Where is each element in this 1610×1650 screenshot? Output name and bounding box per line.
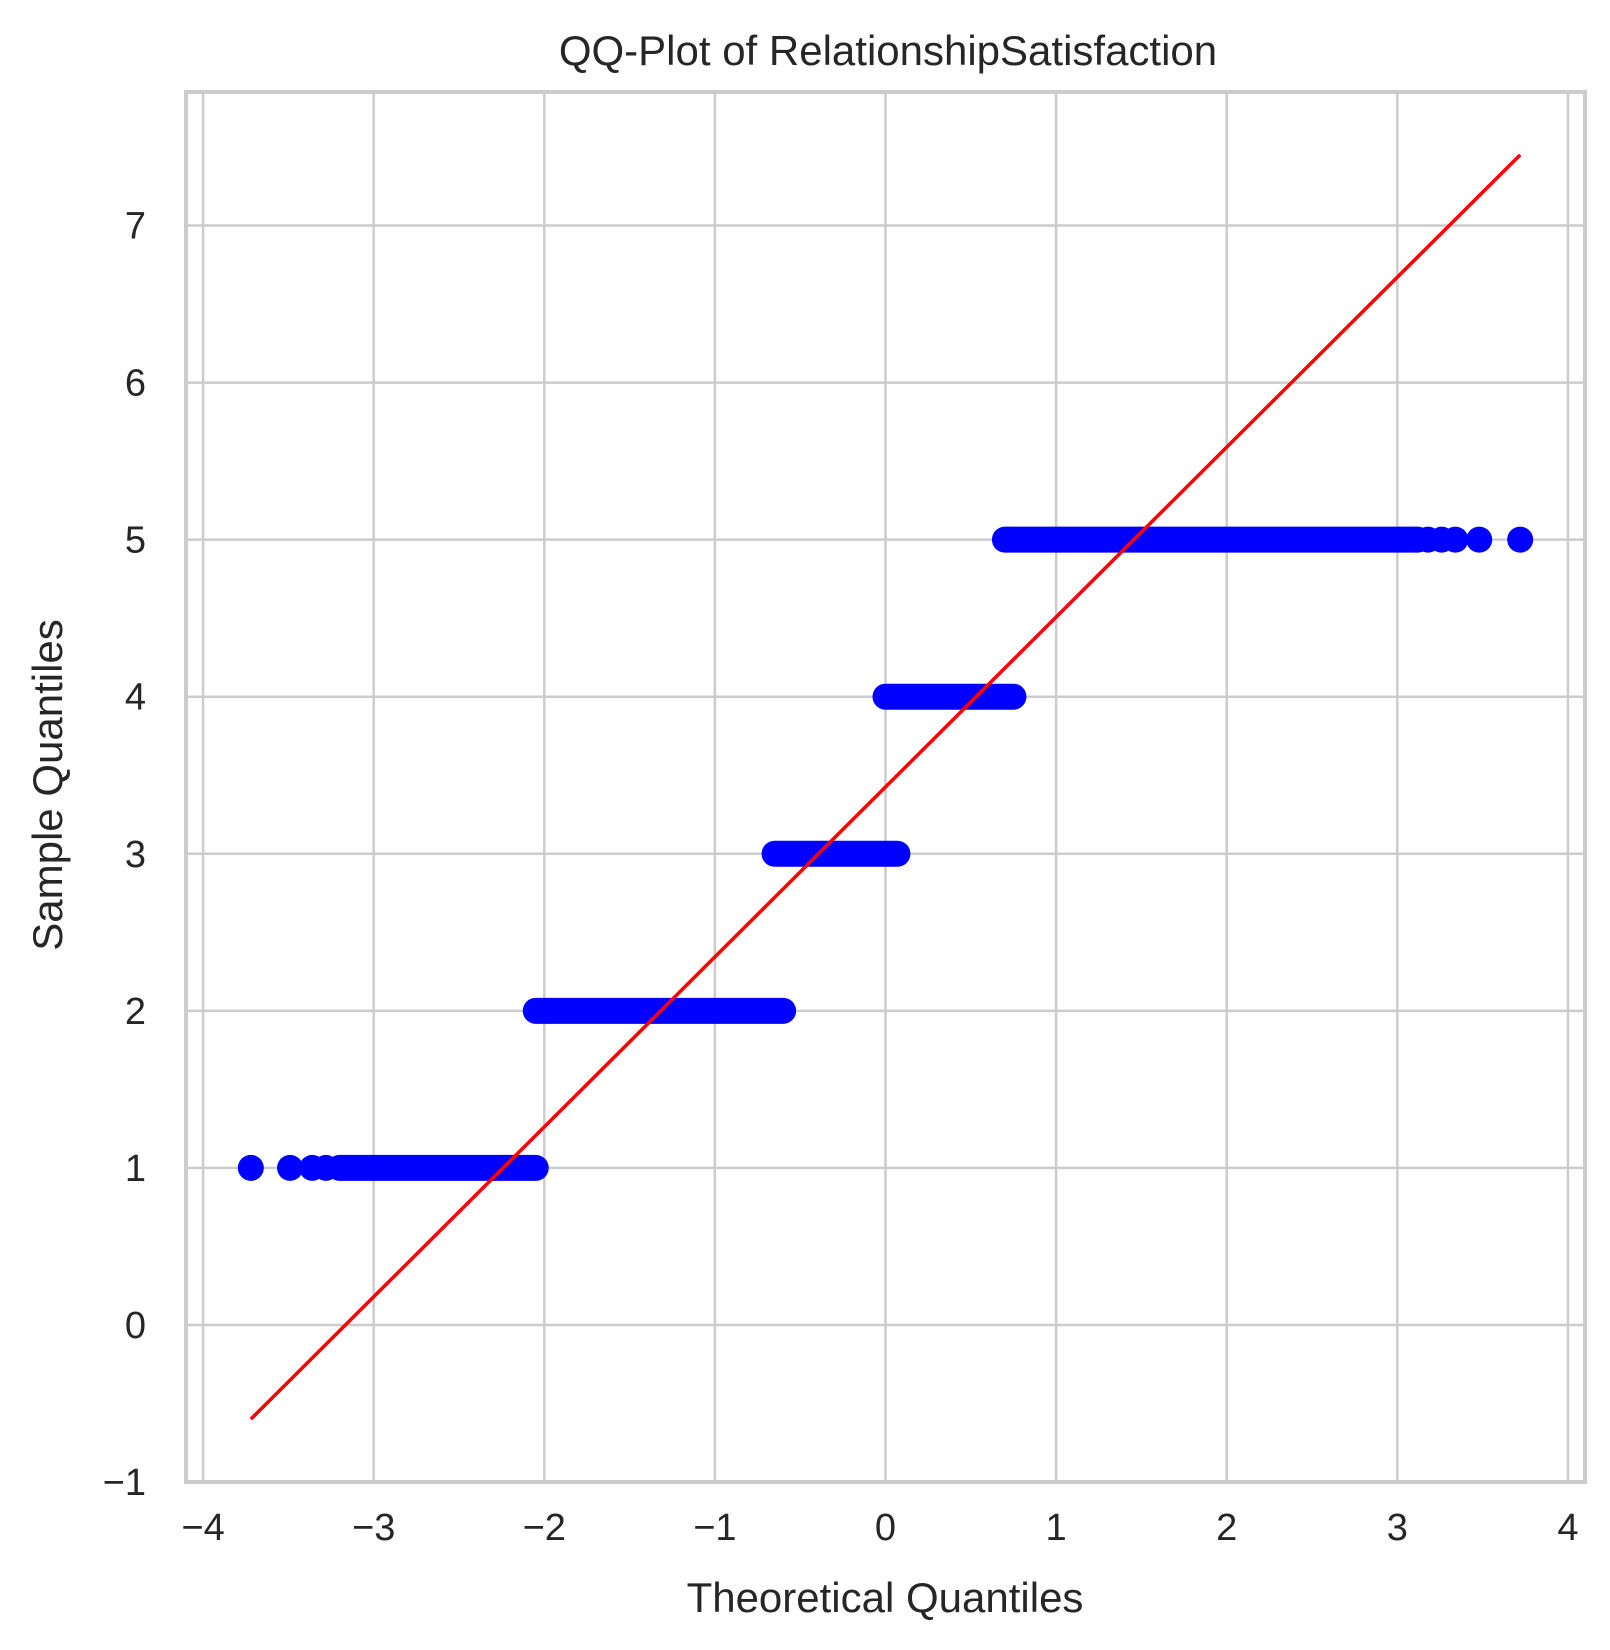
data-point (277, 1154, 304, 1181)
chart-title: QQ-Plot of RelationshipSatisfaction (559, 27, 1217, 74)
reference-line-group (249, 153, 1522, 1421)
y-tick-label: 3 (125, 834, 146, 876)
y-tick-label: −1 (103, 1462, 146, 1504)
y-tick-label: 0 (125, 1305, 146, 1347)
axes-spine (184, 90, 1587, 1484)
y-tick-label: 2 (125, 991, 146, 1033)
x-tick-label: 2 (1216, 1507, 1237, 1549)
x-tick-label: −2 (523, 1507, 566, 1549)
reference-line (249, 153, 1522, 1421)
data-point (312, 1154, 339, 1181)
data-point (1442, 526, 1469, 553)
x-tick-label: 0 (875, 1507, 896, 1549)
data-point (1507, 526, 1534, 553)
x-axis-label: Theoretical Quantiles (687, 1574, 1084, 1621)
x-tick-label: −1 (693, 1507, 736, 1549)
y-tick-label: 7 (125, 206, 146, 248)
data-point (1466, 526, 1493, 553)
data-point (237, 1154, 264, 1181)
x-tick-label: 3 (1387, 1507, 1408, 1549)
x-tick-label: 1 (1046, 1507, 1067, 1549)
y-axis-label: Sample Quantiles (24, 619, 71, 951)
y-tick-label: 1 (125, 1148, 146, 1190)
tick-labels: −4 −3 −2 −1 0 1 2 3 4 −1 0 1 2 3 4 5 6 7 (103, 206, 1579, 1549)
y-tick-label: 5 (125, 520, 146, 562)
y-tick-label: 4 (125, 677, 146, 719)
x-tick-label: 4 (1557, 1507, 1578, 1549)
y-tick-label: 6 (125, 363, 146, 405)
x-tick-label: −4 (181, 1507, 224, 1549)
plot-frame (184, 90, 1587, 1484)
x-tick-label: −3 (352, 1507, 395, 1549)
